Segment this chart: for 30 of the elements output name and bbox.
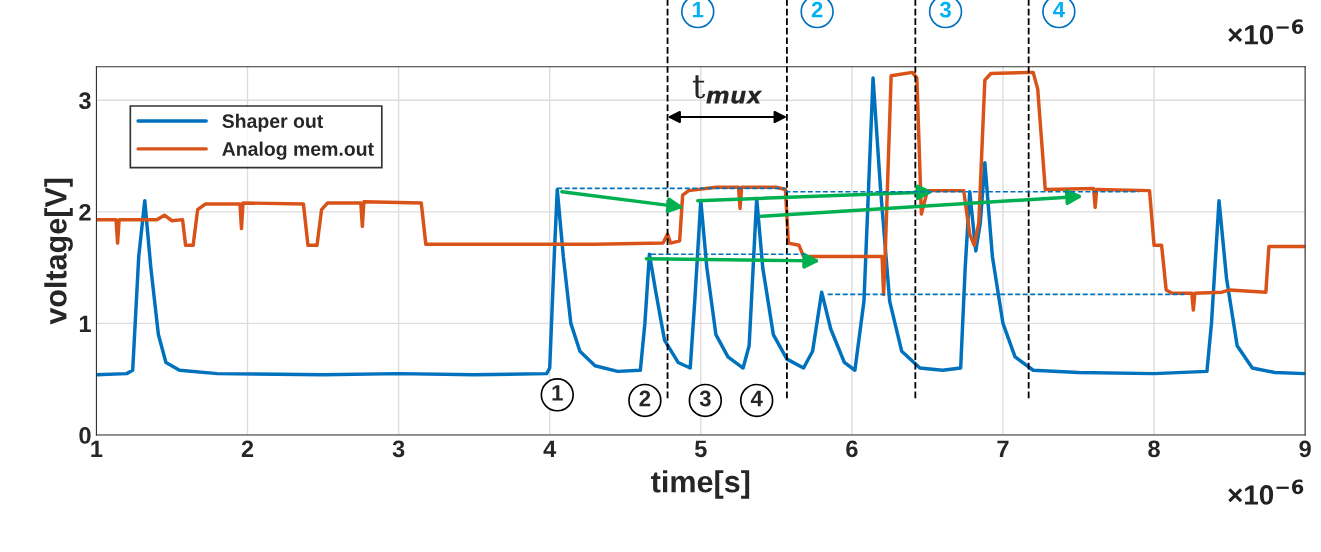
text: 1	[692, 2, 704, 18]
x-tick-label: 5	[694, 440, 707, 458]
y-tick-label: 3	[78, 92, 91, 110]
text: 3	[939, 1, 951, 18]
legend-label: Shaper out	[222, 113, 324, 132]
x-tick-label: 1	[91, 440, 103, 457]
text: ×10$^{−6}$	[1228, 479, 1304, 505]
text: ×10$^{−6}$	[1228, 19, 1304, 45]
x-tick-label: 4	[543, 440, 557, 457]
x-tick-label: 2	[241, 440, 254, 457]
y-tick-label: 2	[79, 203, 91, 221]
line-series	[96, 70, 1306, 312]
x-tick-label: 9	[1299, 440, 1311, 458]
annotation: t$_{mux}$	[692, 75, 763, 104]
x-tick-label: 7	[997, 440, 1009, 457]
x-tick-label: 6	[846, 440, 858, 458]
text: 4	[1053, 2, 1065, 18]
annotation: 4	[750, 390, 763, 407]
y-tick-label: 0	[79, 427, 91, 444]
y-tick-label: 1	[79, 315, 91, 332]
text: 2	[811, 1, 823, 18]
x-axis-title: time[s]	[651, 470, 750, 499]
x-tick-label: 8	[1148, 440, 1160, 458]
x-tick-label: 3	[392, 440, 405, 458]
y-axis-title: voltage[V]	[44, 178, 73, 325]
annotation: 1	[552, 385, 563, 401]
line-series	[96, 76, 1306, 377]
annotation: 2	[639, 390, 651, 407]
annotation: 3	[699, 390, 711, 407]
legend-label: Analog mem.out	[222, 141, 374, 160]
